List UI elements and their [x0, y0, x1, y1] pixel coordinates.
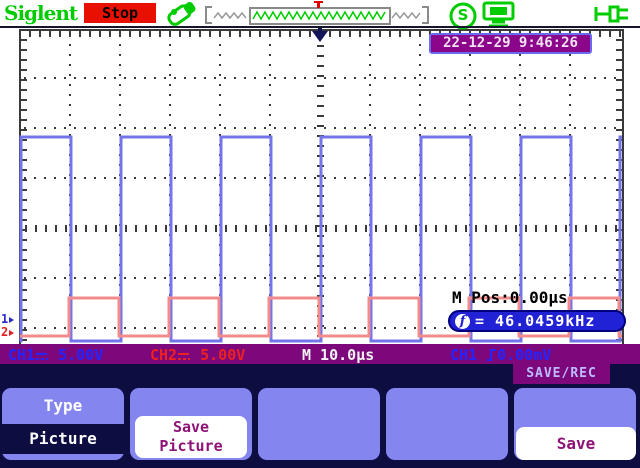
datetime-readout: 22-12-29 9:46:26: [429, 33, 592, 54]
softkey-type-label: Type: [43, 396, 83, 415]
power-plug-icon: [594, 5, 628, 23]
s-badge-icon: S: [448, 2, 478, 30]
trigger-readout: CH1 0.00mV: [450, 346, 552, 364]
usb-drive-icon: [167, 1, 196, 26]
frequency-icon: f: [455, 313, 470, 329]
run-state-badge: Stop: [84, 3, 156, 23]
softkey-save-picture-label: Save Picture: [135, 416, 247, 458]
ch2-zero-marker: 2: [1, 326, 14, 338]
ch1-zero-marker: 1: [1, 313, 14, 325]
ch1-scale-readout: CH1 5.00V: [8, 346, 104, 364]
frequency-counter-readout: f = 46.0459kHz: [448, 310, 626, 332]
softkey-save-picture[interactable]: Save Picture: [130, 388, 252, 460]
softkey-blank-3[interactable]: [258, 388, 380, 460]
acquisition-preview-strip: [205, 1, 429, 25]
header-separator: [0, 26, 640, 28]
dc-coupling-icon: [36, 353, 49, 360]
status-bar: CH1 5.00V CH2 5.00V M 10.0μs CH1 0.00mV: [0, 344, 640, 364]
header-bar: Siglent Stop S: [0, 0, 640, 30]
preview-trigger-tick: [314, 1, 323, 8]
softkey-menu: SAVE/REC Type Picture Save Picture Save: [0, 364, 640, 468]
timebase-readout: M 10.0μs: [302, 346, 375, 364]
softkey-blank-4[interactable]: [386, 388, 508, 460]
brand-logo: Siglent: [4, 1, 78, 25]
softkey-type[interactable]: Type Picture: [2, 388, 124, 460]
rising-edge-icon: [487, 349, 497, 361]
dc-coupling-icon: [178, 353, 191, 360]
horizontal-position-readout: M Pos:0.00μs: [452, 288, 568, 307]
monitor-icon: [482, 1, 515, 28]
ch2-scale-readout: CH2 5.00V: [150, 346, 246, 364]
softkey-save-label: Save: [516, 427, 636, 460]
softkey-save[interactable]: Save: [514, 388, 636, 460]
softkey-type-value: Picture: [2, 424, 124, 454]
menu-title-tab: SAVE/REC: [513, 364, 610, 384]
